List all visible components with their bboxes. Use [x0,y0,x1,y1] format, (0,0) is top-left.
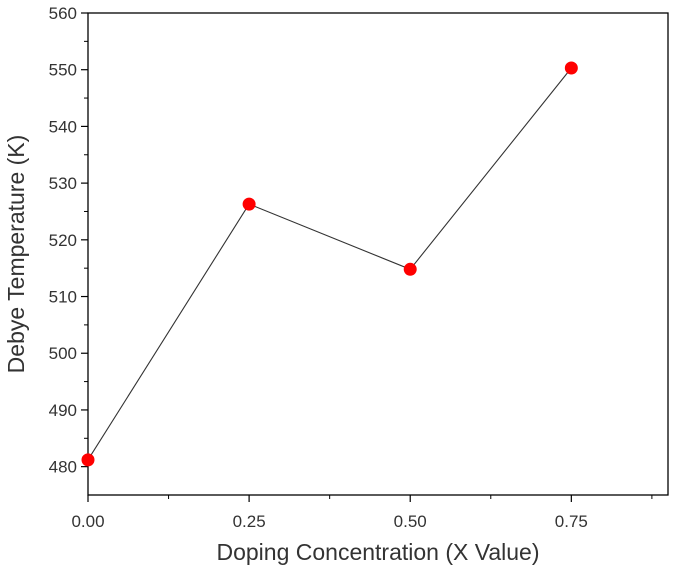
series-line [87,67,572,461]
x-tick-label: 0.00 [71,512,104,531]
x-axis-title: Doping Concentration (X Value) [216,539,539,565]
y-tick-label: 560 [49,4,77,23]
series-layer [81,61,578,467]
y-tick-label: 520 [49,231,77,250]
y-axis-title: Debye Temperature (K) [3,135,29,374]
y-tick-label: 550 [49,61,77,80]
y-tick-label: 480 [49,458,77,477]
y-tick-label: 510 [49,288,77,307]
data-point [81,453,95,467]
x-tick-label: 0.25 [233,512,266,531]
y-axis-ticks: 480 490 500 510 520 530 540 550 560 [49,4,88,477]
data-point [564,61,578,75]
data-point [403,262,417,276]
y-tick-label: 500 [49,344,77,363]
x-tick-label: 0.75 [555,512,588,531]
plot-frame [87,12,669,496]
y-tick-label: 530 [49,174,77,193]
y-tick-label: 540 [49,117,77,136]
data-point [242,197,256,211]
y-tick-label: 490 [49,401,77,420]
x-tick-label: 0.50 [394,512,427,531]
x-axis-ticks: 0.00 0.25 0.50 0.75 [71,495,653,531]
